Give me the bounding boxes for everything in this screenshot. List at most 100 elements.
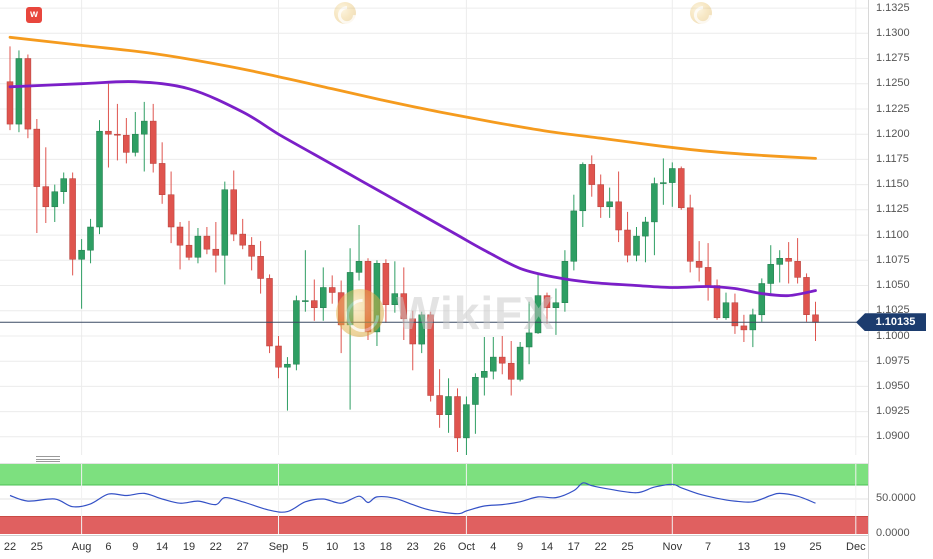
candle[interactable]	[373, 263, 381, 333]
candle[interactable]	[516, 346, 524, 380]
candle[interactable]	[507, 362, 515, 380]
candle[interactable]	[114, 133, 121, 136]
candle[interactable]	[248, 244, 255, 257]
candle[interactable]	[678, 168, 685, 209]
resize-grip-icon[interactable]	[36, 456, 60, 462]
candle[interactable]	[490, 356, 497, 372]
candle[interactable]	[651, 183, 658, 223]
candle[interactable]	[239, 233, 246, 246]
candle[interactable]	[776, 258, 783, 265]
candle[interactable]	[552, 302, 560, 308]
candle[interactable]	[660, 182, 667, 184]
oscillator-panel[interactable]: WikiFX	[0, 463, 868, 534]
candle[interactable]	[642, 221, 649, 237]
candle[interactable]	[543, 295, 551, 308]
candle[interactable]	[302, 300, 309, 302]
candle[interactable]	[311, 300, 318, 308]
candle[interactable]	[570, 210, 578, 262]
panel-divider[interactable]	[0, 455, 868, 463]
candle[interactable]	[454, 396, 461, 439]
candle[interactable]	[87, 226, 94, 251]
candle[interactable]	[24, 58, 32, 130]
candle[interactable]	[588, 164, 596, 185]
candle[interactable]	[33, 128, 41, 187]
candle[interactable]	[6, 81, 14, 125]
candle[interactable]	[758, 283, 766, 316]
candle[interactable]	[230, 189, 237, 235]
candle[interactable]	[346, 272, 354, 326]
candle[interactable]	[615, 201, 622, 231]
candle[interactable]	[212, 248, 220, 256]
candle[interactable]	[606, 201, 613, 208]
candle[interactable]	[481, 371, 488, 378]
candle[interactable]	[525, 332, 533, 348]
candle[interactable]	[767, 264, 774, 284]
main-chart-panel[interactable]	[0, 0, 868, 455]
candle[interactable]	[740, 325, 748, 331]
candle[interactable]	[51, 191, 59, 208]
candle[interactable]	[266, 278, 273, 347]
candle[interactable]	[633, 235, 640, 256]
candle[interactable]	[185, 244, 193, 258]
candle[interactable]	[498, 356, 506, 364]
candle[interactable]	[597, 184, 604, 208]
candle[interactable]	[713, 285, 721, 319]
candle[interactable]	[785, 258, 792, 262]
candle[interactable]	[669, 168, 676, 183]
candle[interactable]	[445, 396, 452, 415]
candle[interactable]	[364, 261, 372, 333]
candle[interactable]	[78, 249, 85, 260]
candle[interactable]	[534, 295, 542, 334]
candle[interactable]	[320, 287, 327, 308]
candle[interactable]	[328, 287, 336, 293]
candle[interactable]	[60, 178, 67, 192]
candle[interactable]	[167, 194, 175, 228]
candle[interactable]	[15, 58, 23, 125]
candle[interactable]	[382, 263, 390, 305]
candle[interactable]	[221, 189, 229, 256]
candle[interactable]	[355, 261, 363, 273]
candle[interactable]	[624, 229, 631, 256]
oscillator-chart-svg[interactable]	[0, 464, 868, 534]
candle[interactable]	[812, 314, 819, 323]
candle[interactable]	[293, 300, 300, 365]
price-axis[interactable]: 1.1325 1.1300 1.1275 1.1250 1.1225 1.1200 1.11…	[868, 0, 933, 559]
candle[interactable]	[149, 120, 157, 164]
candle[interactable]	[194, 235, 202, 258]
candle[interactable]	[42, 186, 50, 208]
candle[interactable]	[96, 130, 103, 228]
candle[interactable]	[275, 345, 282, 368]
candle[interactable]	[427, 314, 434, 396]
candle[interactable]	[400, 293, 408, 320]
candle[interactable]	[704, 267, 712, 286]
candlestick-chart-svg[interactable]	[0, 0, 868, 455]
candle[interactable]	[141, 120, 148, 135]
app-logo-icon[interactable]: w	[26, 7, 42, 23]
time-axis[interactable]: 22 25 Aug 6 9 14 19 22 27 Sep 5 10 13 18 23 26 Oct 4 9 14 17…	[0, 535, 868, 559]
candle[interactable]	[794, 261, 801, 278]
candle[interactable]	[472, 377, 479, 405]
candle[interactable]	[203, 235, 211, 250]
candle[interactable]	[284, 363, 291, 368]
candle[interactable]	[69, 178, 76, 260]
candle[interactable]	[176, 226, 184, 246]
candle[interactable]	[105, 130, 112, 135]
candle[interactable]	[257, 256, 264, 279]
candle[interactable]	[391, 293, 399, 305]
candle[interactable]	[123, 134, 130, 153]
candle[interactable]	[132, 133, 139, 153]
candle[interactable]	[158, 163, 166, 195]
candle[interactable]	[337, 292, 345, 326]
candle[interactable]	[409, 318, 416, 345]
candle[interactable]	[463, 404, 470, 439]
candle[interactable]	[731, 302, 739, 327]
candle[interactable]	[686, 207, 694, 262]
candle[interactable]	[722, 302, 730, 319]
candle[interactable]	[418, 314, 425, 345]
candle[interactable]	[579, 164, 587, 212]
candle[interactable]	[561, 261, 569, 303]
candle[interactable]	[436, 395, 443, 415]
candle[interactable]	[695, 261, 703, 268]
overbought-zone	[0, 464, 868, 485]
candle[interactable]	[803, 277, 810, 315]
